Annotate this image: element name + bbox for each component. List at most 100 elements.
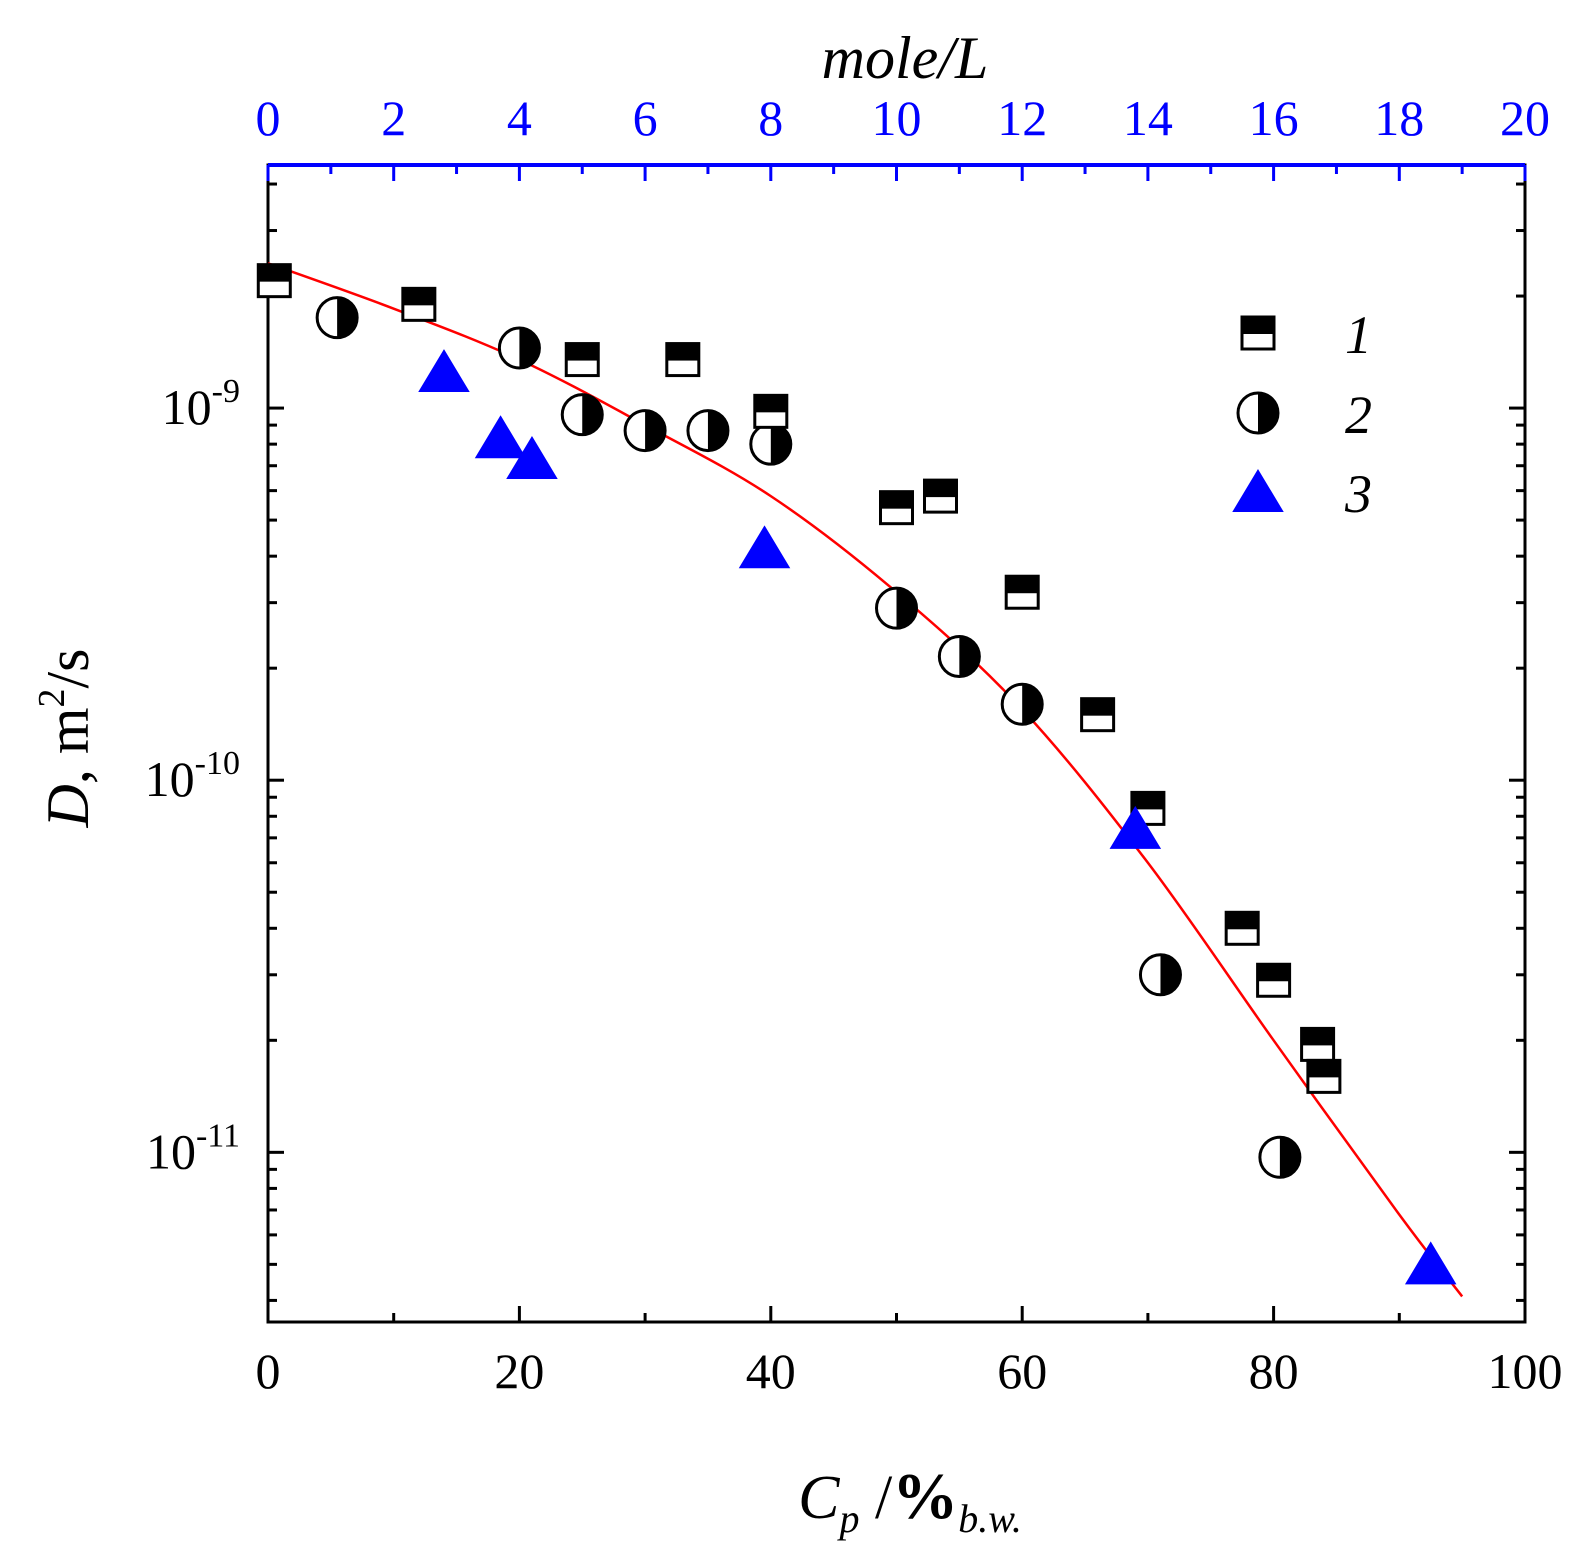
series-1-point-fill <box>1301 1028 1334 1046</box>
top-tick-label: 10 <box>872 90 922 146</box>
series-1-point <box>665 342 701 378</box>
series-2-point <box>1138 953 1182 997</box>
series-2-point-fill <box>959 636 980 677</box>
series-2-point-fill <box>519 328 540 369</box>
y-axis-ticks: 10-9 10-10 10-11 <box>145 182 1525 1302</box>
series-1-point-fill <box>1081 698 1114 716</box>
series-1-point <box>1004 574 1040 610</box>
series-2-point-fill <box>1279 1137 1300 1178</box>
top-axis-title: mole/L <box>822 25 989 91</box>
series-1-point-fill <box>1307 1060 1340 1078</box>
top-tick-label: 14 <box>1123 90 1173 146</box>
series-2-point-fill <box>645 410 666 451</box>
series-3-point <box>1404 1241 1457 1285</box>
series-1-point <box>1224 910 1260 946</box>
series-1-point <box>1306 1058 1342 1094</box>
series-3-point-shape <box>1404 1241 1457 1285</box>
series-1-point-fill <box>1006 576 1039 594</box>
series-3-point <box>418 349 470 393</box>
series-2-point-fill <box>337 297 358 338</box>
series-2-point <box>315 296 359 340</box>
legend-marker-2 <box>1236 391 1280 435</box>
x-tick-label: 60 <box>997 1343 1047 1399</box>
series-3-point-shape <box>474 415 527 459</box>
series-2-point-fill <box>1022 684 1043 725</box>
legend-marker-3-shape <box>1232 469 1284 512</box>
top-tick-label: 6 <box>633 90 658 146</box>
series-2-point <box>497 326 541 370</box>
series-1-point <box>753 393 789 429</box>
series-1-point <box>1130 790 1166 826</box>
series-2-point <box>686 409 730 453</box>
series-1-point-fill <box>566 343 599 361</box>
series-3-point-shape <box>738 525 791 569</box>
top-tick-label: 12 <box>997 90 1047 146</box>
series-1-point <box>1256 962 1292 998</box>
series-2-point <box>1000 682 1044 726</box>
y-tick-label: 10-11 <box>146 1117 240 1179</box>
series-1-point <box>922 478 958 514</box>
series-1-point-fill <box>880 491 913 509</box>
legend-marker-2-fill <box>1258 393 1278 433</box>
series-1-point-fill <box>402 288 435 306</box>
series-1-point-fill <box>924 480 957 498</box>
series-2-point <box>623 409 667 453</box>
series-1-point <box>879 490 914 526</box>
legend-label-2: 2 <box>1345 385 1372 445</box>
series-2-point-fill <box>707 410 728 451</box>
series-3-point-shape <box>506 435 558 479</box>
x-tick-label: 0 <box>256 1343 281 1399</box>
series-2-point <box>875 586 918 630</box>
series-2-point <box>1258 1135 1302 1179</box>
series-3-point <box>474 415 527 459</box>
legend-marker-3 <box>1232 469 1284 512</box>
x-axis-ticks: 0 20 40 60 80 100 <box>256 1306 1563 1399</box>
series-1-point-fill <box>1131 792 1164 810</box>
series-1-point <box>401 286 437 322</box>
series-1-point <box>1300 1026 1336 1062</box>
series-1-point <box>564 342 600 378</box>
legend: 1 2 3 <box>1232 305 1372 524</box>
y-tick-label: 10-9 <box>162 373 240 435</box>
series-1-point-fill <box>1257 964 1290 982</box>
x-tick-label: 80 <box>1249 1343 1299 1399</box>
series-3-point-shape <box>418 349 470 393</box>
x-tick-label: 40 <box>746 1343 796 1399</box>
top-tick-label: 20 <box>1500 90 1550 146</box>
top-tick-label: 4 <box>507 90 532 146</box>
legend-label-1: 1 <box>1345 305 1372 365</box>
series-1-point <box>256 263 292 299</box>
legend-marker-1 <box>1240 315 1276 351</box>
x-tick-label: 20 <box>494 1343 544 1399</box>
top-tick-label: 8 <box>758 90 783 146</box>
series-3-point <box>738 525 791 569</box>
legend-marker-1-fill <box>1242 317 1274 334</box>
plot-frame <box>266 163 1527 1324</box>
series-1-point-fill <box>1226 912 1259 930</box>
top-tick-label: 18 <box>1374 90 1424 146</box>
series-2-point-fill <box>896 588 917 629</box>
series-3-point <box>1109 805 1162 849</box>
top-tick-label: 2 <box>381 90 406 146</box>
series-3-point-shape <box>1109 805 1162 849</box>
series-2-point-fill <box>770 424 791 465</box>
series-3-point <box>506 435 558 479</box>
y-axis-title: D, m2/s <box>31 648 101 828</box>
series-1-point-fill <box>666 343 699 361</box>
legend-label-3: 3 <box>1344 464 1372 524</box>
y-tick-label: 10-10 <box>145 745 240 807</box>
series-2-point <box>749 422 793 466</box>
x-axis-title: Cp /%b.w. <box>798 1460 1022 1541</box>
series-1-point <box>1080 697 1116 733</box>
series-2-point <box>560 393 604 437</box>
series-1-point-fill <box>754 395 787 413</box>
series-2-point <box>937 634 981 678</box>
series-2-point-fill <box>582 394 603 435</box>
top-tick-label: 16 <box>1249 90 1299 146</box>
top-tick-label: 0 <box>256 90 281 146</box>
series-2-point-fill <box>1160 954 1181 995</box>
top-axis-ticks: 0 2 4 6 8 10 12 14 16 18 20 <box>256 90 1550 181</box>
x-tick-label: 100 <box>1488 1343 1563 1399</box>
series-1-point-fill <box>258 264 291 282</box>
